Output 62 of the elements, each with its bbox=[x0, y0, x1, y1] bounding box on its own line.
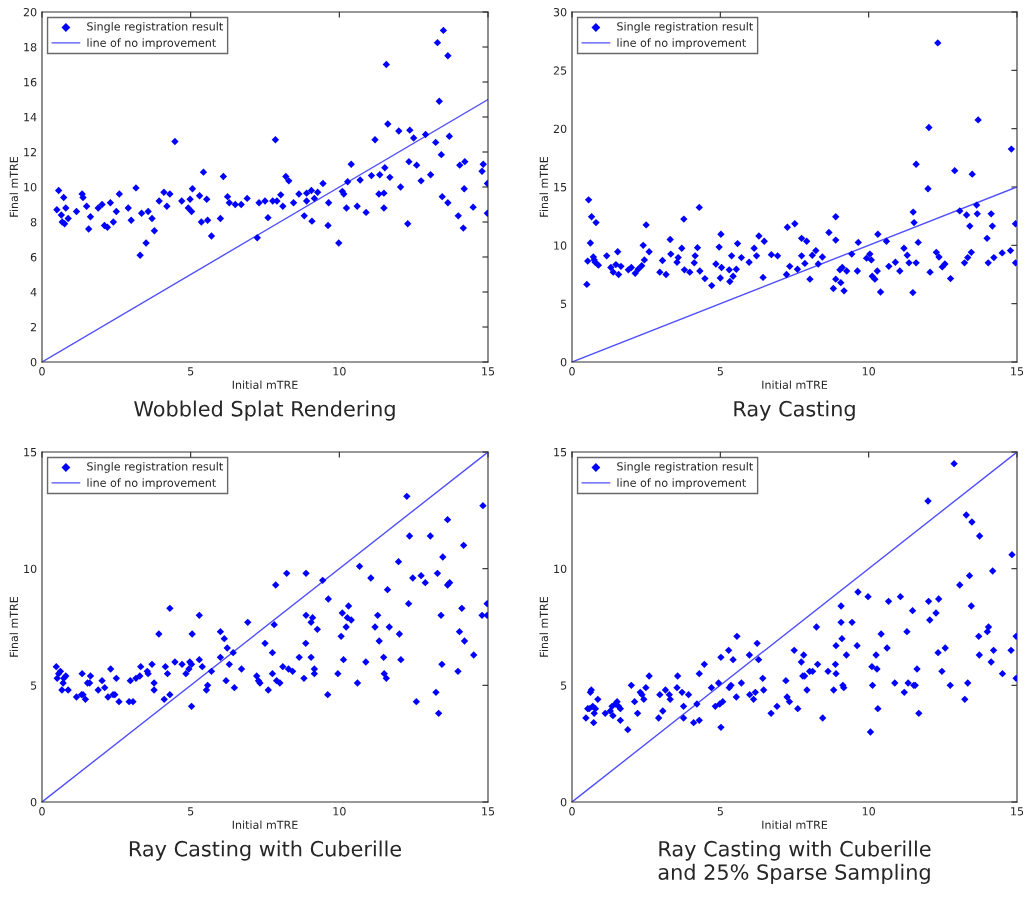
y-tick-label: 16 bbox=[24, 77, 37, 87]
x-tick-label: 15 bbox=[482, 807, 495, 816]
y-tick-label: 10 bbox=[554, 564, 567, 574]
x-tick-label: 10 bbox=[333, 807, 346, 816]
x-tick-label: 5 bbox=[717, 367, 723, 376]
y-axis-title: Final mTRE bbox=[539, 596, 549, 657]
y-tick-label: 5 bbox=[560, 299, 567, 309]
y-tick-label: 25 bbox=[553, 66, 567, 75]
y-tick-label: 12 bbox=[24, 147, 37, 157]
x-tick-label: 5 bbox=[717, 807, 723, 816]
legend-label: line of no improvement bbox=[617, 38, 746, 50]
x-tick-label: 10 bbox=[862, 367, 875, 376]
x-tick-label: 5 bbox=[187, 367, 194, 376]
x-tick-label: 15 bbox=[1011, 367, 1024, 376]
y-tick-label: 0 bbox=[30, 797, 37, 807]
y-tick-label: 5 bbox=[560, 681, 567, 690]
x-axis-title: Initial mTRE bbox=[232, 820, 298, 829]
legend-label: Single registration result bbox=[617, 462, 753, 473]
y-axis-title: Final mTRE bbox=[539, 156, 549, 217]
legend-label: line of no improvement bbox=[617, 478, 746, 490]
y-tick-label: 15 bbox=[24, 448, 37, 457]
y-tick-label: 0 bbox=[30, 357, 37, 367]
y-tick-label: 10 bbox=[24, 182, 37, 192]
x-tick-label: 10 bbox=[862, 807, 875, 816]
y-axis-title: Final mTRE bbox=[9, 596, 19, 657]
legend-label: Single registration result bbox=[617, 22, 753, 33]
y-axis-title: Final mTRE bbox=[9, 156, 19, 217]
y-tick-label: 8 bbox=[30, 217, 37, 227]
x-tick-label: 0 bbox=[569, 367, 575, 376]
x-axis-title: Initial mTRE bbox=[762, 380, 828, 389]
y-tick-label: 14 bbox=[24, 113, 37, 122]
legend-label: line of no improvement bbox=[87, 38, 216, 50]
y-tick-label: 18 bbox=[24, 42, 37, 52]
y-tick-label: 15 bbox=[554, 183, 567, 192]
text: Ray Casting with Cuberille and 25% Sparse Sampling bbox=[658, 840, 931, 884]
text: Wobbled Splat Rendering bbox=[134, 400, 395, 421]
legend-label: line of no improvement bbox=[87, 478, 216, 490]
y-tick-label: 2 bbox=[30, 322, 37, 332]
y-tick-label: 30 bbox=[553, 7, 567, 17]
x-tick-label: 0 bbox=[39, 807, 45, 816]
x-tick-label: 15 bbox=[1011, 807, 1024, 816]
x-tick-label: 0 bbox=[39, 367, 45, 376]
legend-label: Single registration result bbox=[87, 462, 223, 473]
y-tick-label: 4 bbox=[30, 288, 37, 297]
y-tick-label: 0 bbox=[560, 357, 567, 367]
y-tick-label: 0 bbox=[560, 797, 567, 807]
x-tick-label: 5 bbox=[187, 807, 194, 816]
y-tick-label: 10 bbox=[554, 241, 567, 250]
legend-label: Single registration result bbox=[87, 22, 223, 33]
x-axis-title: Initial mTRE bbox=[762, 820, 828, 829]
x-tick-label: 10 bbox=[333, 367, 346, 376]
y-tick-label: 20 bbox=[553, 124, 567, 134]
text: Ray Casting bbox=[734, 400, 855, 421]
text: Ray Casting with Cuberille bbox=[129, 840, 402, 861]
x-tick-label: 0 bbox=[569, 807, 575, 816]
x-tick-label: 15 bbox=[482, 367, 495, 376]
y-tick-label: 20 bbox=[23, 7, 37, 17]
y-tick-label: 15 bbox=[554, 448, 567, 457]
y-tick-label: 5 bbox=[30, 681, 37, 690]
y-tick-label: 6 bbox=[30, 252, 37, 262]
y-tick-label: 10 bbox=[24, 564, 37, 574]
x-axis-title: Initial mTRE bbox=[232, 380, 298, 389]
